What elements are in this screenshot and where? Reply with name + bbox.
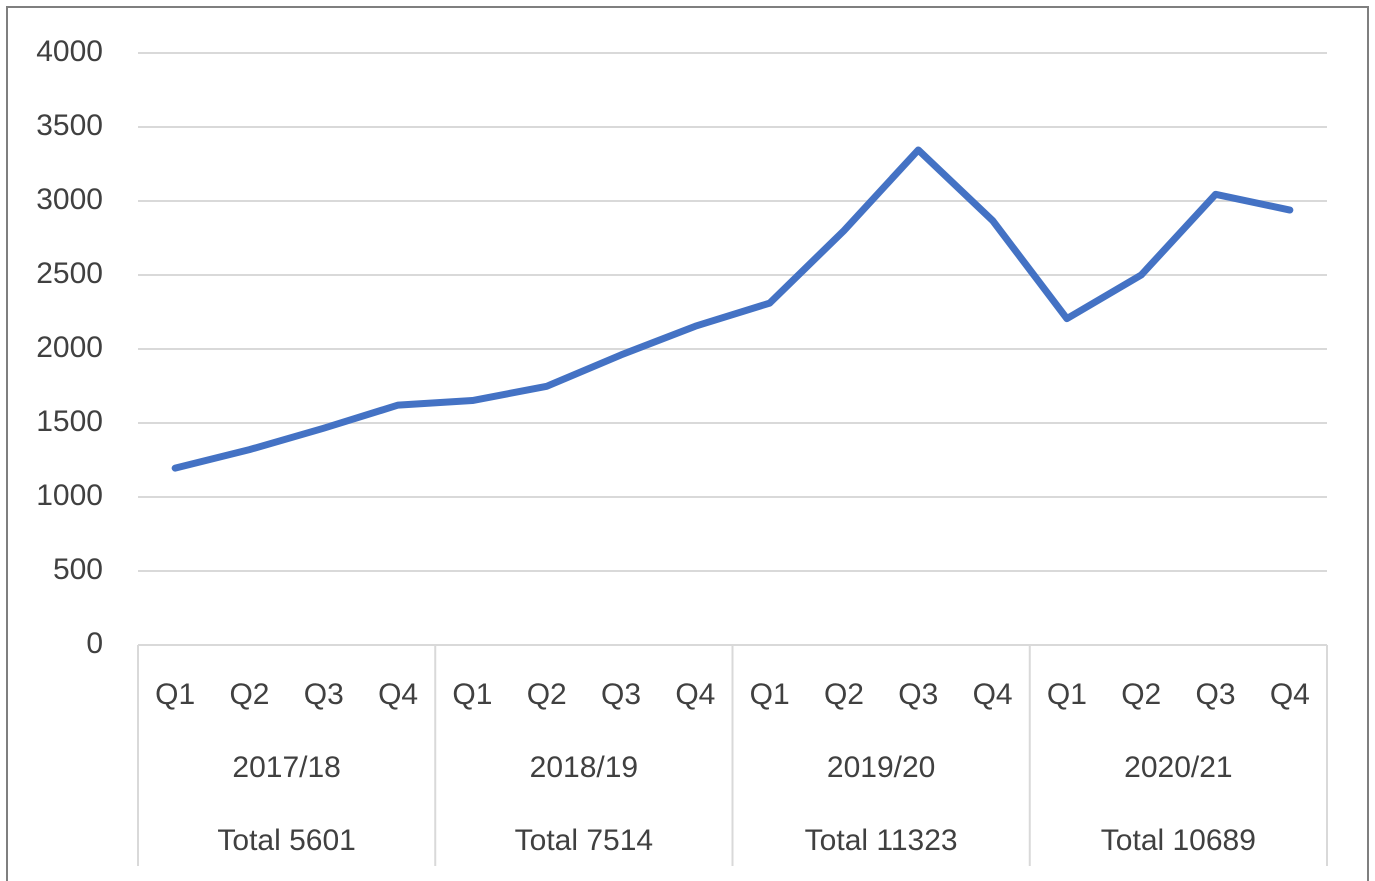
x-tick-label: Q4 bbox=[378, 678, 418, 711]
x-tick-label: Q2 bbox=[527, 678, 567, 711]
x-tick-label: Q4 bbox=[675, 678, 715, 711]
data-line bbox=[171, 146, 1294, 472]
group-label: 2020/21 bbox=[1124, 751, 1232, 784]
y-tick-label: 1000 bbox=[36, 479, 103, 512]
x-tick-label: Q4 bbox=[973, 678, 1013, 711]
y-tick-label: 4000 bbox=[36, 35, 103, 68]
group-label: 2017/18 bbox=[232, 751, 340, 784]
x-tick-label: Q3 bbox=[304, 678, 344, 711]
y-tick-label: 3000 bbox=[36, 183, 103, 216]
x-tick-label: Q2 bbox=[824, 678, 864, 711]
x-tick-label: Q1 bbox=[750, 678, 790, 711]
chart-frame bbox=[6, 6, 1369, 881]
x-tick-label: Q3 bbox=[601, 678, 641, 711]
group-total-label: Total 11323 bbox=[805, 824, 958, 857]
y-tick-label: 3500 bbox=[36, 109, 103, 142]
x-tick-label: Q1 bbox=[1047, 678, 1087, 711]
y-tick-label: 2500 bbox=[36, 257, 103, 290]
x-tick-label: Q2 bbox=[1121, 678, 1161, 711]
x-tick-label: Q1 bbox=[155, 678, 195, 711]
x-tick-label: Q1 bbox=[452, 678, 492, 711]
y-tick-label: 500 bbox=[53, 553, 103, 586]
group-label: 2019/20 bbox=[827, 751, 935, 784]
y-tick-label: 0 bbox=[86, 627, 103, 660]
x-tick-label: Q3 bbox=[898, 678, 938, 711]
y-tick-label: 1500 bbox=[36, 405, 103, 438]
y-tick-label: 2000 bbox=[36, 331, 103, 364]
x-tick-label: Q4 bbox=[1270, 678, 1310, 711]
group-total-label: Total 10689 bbox=[1101, 824, 1256, 857]
x-tick-label: Q2 bbox=[229, 678, 269, 711]
group-label: 2018/19 bbox=[530, 751, 638, 784]
group-total-label: Total 7514 bbox=[515, 824, 653, 857]
x-tick-label: Q3 bbox=[1196, 678, 1236, 711]
group-total-label: Total 5601 bbox=[217, 824, 355, 857]
